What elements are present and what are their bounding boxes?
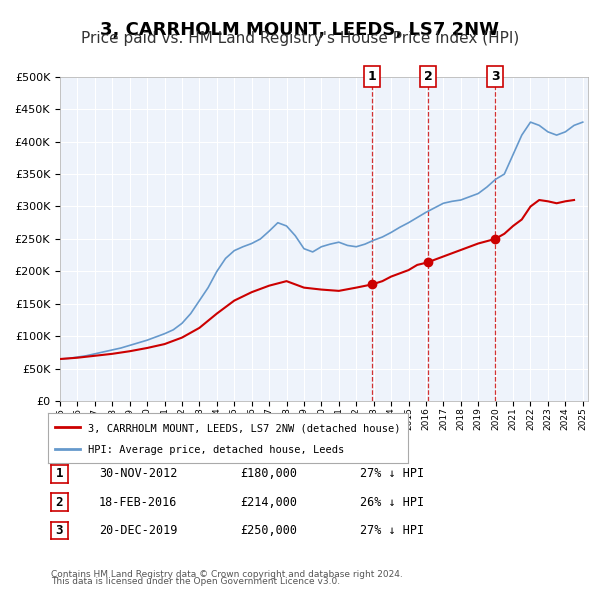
Text: 1: 1 xyxy=(56,467,63,480)
Text: 27% ↓ HPI: 27% ↓ HPI xyxy=(360,524,424,537)
Text: Price paid vs. HM Land Registry's House Price Index (HPI): Price paid vs. HM Land Registry's House … xyxy=(81,31,519,45)
Text: 1: 1 xyxy=(368,70,377,83)
Text: Contains HM Land Registry data © Crown copyright and database right 2024.: Contains HM Land Registry data © Crown c… xyxy=(51,571,403,579)
Text: 3, CARRHOLM MOUNT, LEEDS, LS7 2NW (detached house): 3, CARRHOLM MOUNT, LEEDS, LS7 2NW (detac… xyxy=(88,423,400,433)
Text: 2: 2 xyxy=(424,70,433,83)
Text: 2: 2 xyxy=(56,496,63,509)
Text: £180,000: £180,000 xyxy=(240,467,297,480)
Text: £250,000: £250,000 xyxy=(240,524,297,537)
Text: 18-FEB-2016: 18-FEB-2016 xyxy=(99,496,178,509)
Text: 30-NOV-2012: 30-NOV-2012 xyxy=(99,467,178,480)
Text: 3: 3 xyxy=(491,70,499,83)
Text: HPI: Average price, detached house, Leeds: HPI: Average price, detached house, Leed… xyxy=(88,445,344,455)
Text: 3, CARRHOLM MOUNT, LEEDS, LS7 2NW: 3, CARRHOLM MOUNT, LEEDS, LS7 2NW xyxy=(101,21,499,39)
Text: 26% ↓ HPI: 26% ↓ HPI xyxy=(360,496,424,509)
Text: £214,000: £214,000 xyxy=(240,496,297,509)
Text: 27% ↓ HPI: 27% ↓ HPI xyxy=(360,467,424,480)
Text: 20-DEC-2019: 20-DEC-2019 xyxy=(99,524,178,537)
Text: This data is licensed under the Open Government Licence v3.0.: This data is licensed under the Open Gov… xyxy=(51,578,340,586)
Text: 3: 3 xyxy=(56,524,63,537)
